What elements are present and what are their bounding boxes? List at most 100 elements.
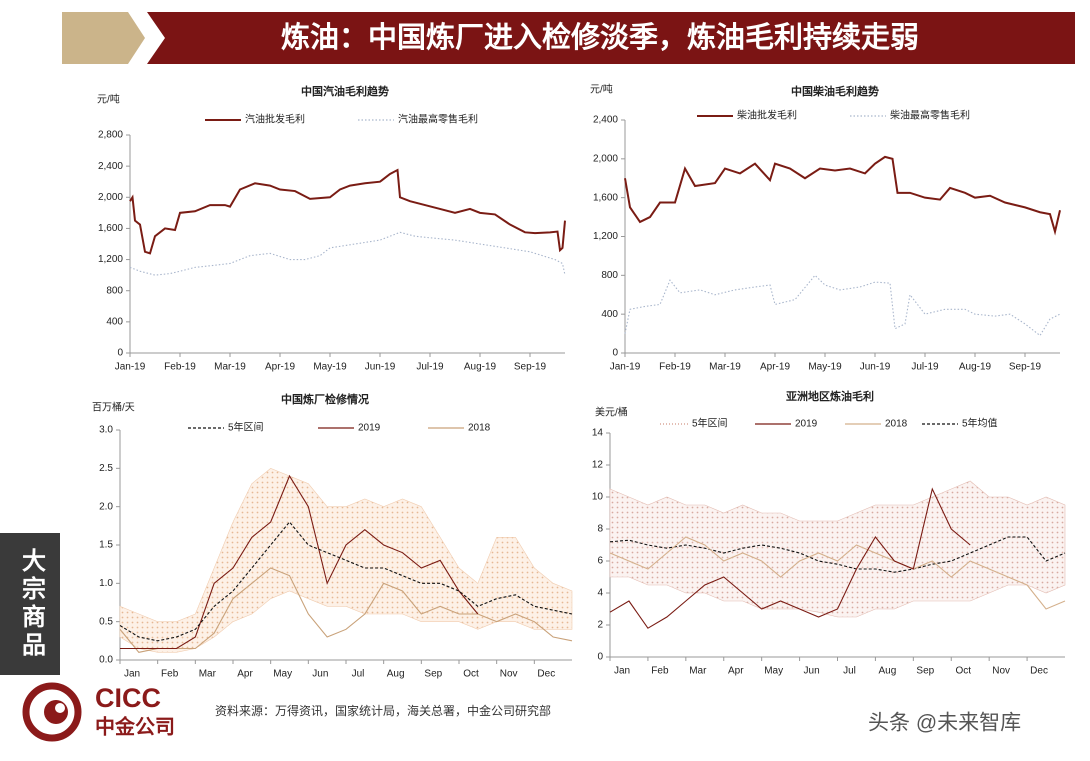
- series-line: [129, 168, 566, 255]
- sidebar: [0, 533, 60, 675]
- legend-label: 5年区间: [228, 421, 264, 434]
- legend-label: 柴油批发毛利: [737, 109, 797, 122]
- x-tick-label: Jan-19: [610, 362, 641, 373]
- y-tick-label: 1,200: [593, 231, 618, 242]
- logo-dot: [55, 703, 65, 713]
- x-tick-label: May-19: [808, 362, 842, 373]
- legend-label: 2018: [468, 423, 491, 434]
- y-tick-label: 4: [597, 588, 603, 599]
- y-tick-label: 10: [592, 492, 604, 503]
- y-tick-label: 0: [612, 348, 618, 359]
- y-tick-label: 0: [117, 348, 123, 359]
- x-tick-label: May-19: [313, 362, 347, 373]
- y-tick-label: 12: [592, 460, 604, 471]
- logo-cn: 中金公司: [95, 714, 175, 738]
- y-tick-label: 1,600: [98, 223, 123, 234]
- y-tick-label: 2,400: [593, 115, 618, 126]
- x-tick-label: Nov: [500, 669, 518, 680]
- y-tick-label: 800: [106, 285, 123, 296]
- legend-label: 5年均值: [962, 417, 998, 430]
- header-banner: [147, 12, 1075, 64]
- x-tick-label: Jan: [614, 666, 630, 677]
- x-tick-label: Dec: [1030, 666, 1048, 677]
- x-tick-label: Oct: [955, 666, 971, 677]
- x-tick-label: Jul: [352, 669, 365, 680]
- x-tick-label: Sep-19: [1009, 362, 1042, 373]
- chart-title: 亚洲地区炼油毛利: [786, 389, 874, 403]
- x-tick-label: Mar-19: [709, 362, 741, 373]
- series-line: [624, 155, 1061, 236]
- x-tick-label: Aug: [387, 669, 405, 680]
- logo-ring: [22, 682, 82, 742]
- x-tick-label: Jul: [843, 666, 856, 677]
- series-line: [609, 536, 1066, 573]
- y-tick-label: 1.5: [99, 540, 113, 551]
- series-line: [129, 231, 566, 276]
- series-line: [120, 474, 479, 650]
- legend-label: 2019: [795, 419, 818, 430]
- y-tick-label: 14: [592, 428, 604, 439]
- series-line: [119, 521, 573, 642]
- y-tick-label: 400: [601, 309, 618, 320]
- legend-label: 汽油最高零售毛利: [398, 113, 478, 126]
- x-tick-label: May: [764, 666, 783, 677]
- y-tick-label: 400: [106, 316, 123, 327]
- x-tick-label: Mar: [689, 666, 707, 677]
- sidebar-label: 大宗商品: [18, 548, 47, 660]
- y-tick-label: 8: [597, 524, 603, 535]
- y-tick-label: 2,800: [98, 130, 123, 141]
- x-tick-label: Mar: [199, 669, 217, 680]
- y-axis-label: 百万桶/天: [92, 401, 135, 414]
- x-tick-label: Apr-19: [760, 362, 790, 373]
- x-tick-label: Feb-19: [164, 362, 196, 373]
- y-tick-label: 0.5: [99, 616, 113, 627]
- x-tick-label: Dec: [537, 669, 555, 680]
- logo-core: [44, 700, 68, 724]
- y-axis-label: 元/吨: [97, 93, 120, 106]
- x-tick-label: Oct: [463, 669, 479, 680]
- y-tick-label: 6: [597, 556, 603, 567]
- y-tick-label: 0.0: [99, 655, 113, 666]
- watermark: 头条 @未来智库: [868, 712, 1021, 735]
- y-tick-label: 2.0: [99, 501, 113, 512]
- x-tick-label: Jul-19: [911, 362, 939, 373]
- series-line: [609, 487, 971, 629]
- y-axis-label: 元/吨: [590, 83, 613, 96]
- range-band: [609, 480, 1066, 618]
- source-note: 资料来源：万得资讯，国家统计局，海关总署，中金公司研究部: [215, 703, 551, 718]
- y-tick-label: 3.0: [99, 425, 113, 436]
- range-band: [119, 467, 573, 653]
- x-tick-label: Jun: [312, 669, 328, 680]
- x-tick-label: Sep: [424, 669, 442, 680]
- x-tick-label: Mar-19: [214, 362, 246, 373]
- x-tick-label: Apr-19: [265, 362, 295, 373]
- y-tick-label: 800: [601, 270, 618, 281]
- x-tick-label: Aug-19: [959, 362, 992, 373]
- y-tick-label: 2,400: [98, 161, 123, 172]
- x-tick-label: Sep-19: [514, 362, 547, 373]
- x-tick-label: Apr: [728, 666, 744, 677]
- legend-label: 柴油最高零售毛利: [890, 109, 970, 122]
- x-tick-label: Jun: [804, 666, 820, 677]
- x-tick-label: Aug-19: [464, 362, 497, 373]
- x-tick-label: Feb-19: [659, 362, 691, 373]
- x-tick-label: Jan-19: [115, 362, 146, 373]
- x-tick-label: Feb: [161, 669, 179, 680]
- x-tick-label: Jul-19: [416, 362, 444, 373]
- series-line: [609, 536, 1066, 610]
- y-tick-label: 1,600: [593, 192, 618, 203]
- y-tick-label: 1.0: [99, 578, 113, 589]
- legend-label: 2018: [885, 419, 908, 430]
- legend-label: 汽油批发毛利: [245, 113, 305, 126]
- legend-label: 2019: [358, 423, 381, 434]
- legend-label: 5年区间: [692, 417, 728, 430]
- y-tick-label: 2.5: [99, 463, 113, 474]
- y-axis-label: 美元/桶: [595, 406, 628, 419]
- x-tick-label: Jun-19: [365, 362, 396, 373]
- x-tick-label: Aug: [879, 666, 897, 677]
- series-line: [624, 274, 1061, 337]
- x-tick-label: Nov: [992, 666, 1010, 677]
- y-tick-label: 2: [597, 620, 603, 631]
- x-tick-label: Sep: [916, 666, 934, 677]
